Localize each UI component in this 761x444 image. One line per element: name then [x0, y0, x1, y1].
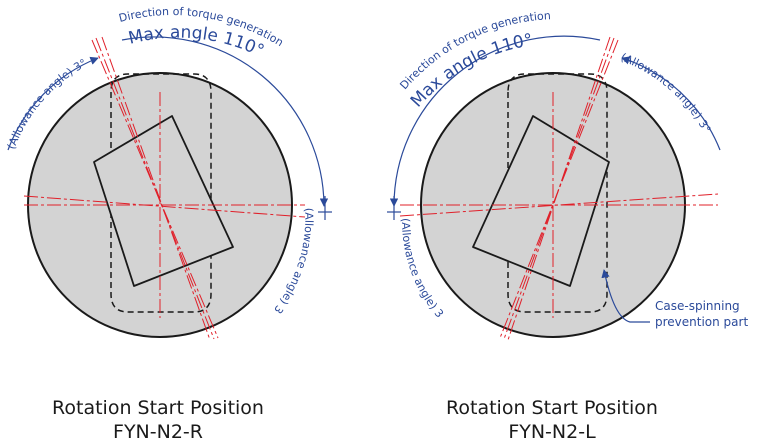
callout-label-line1: Case-spinning	[655, 299, 740, 313]
annotation-arcs	[7, 36, 332, 220]
rotor-shape	[472, 115, 610, 287]
caption-model: FYN-N2-L	[508, 421, 596, 443]
callout-label-line2: prevention part	[655, 315, 748, 329]
caption-fyn-n2-l: Rotation Start Position FYN-N2-L	[402, 396, 702, 444]
centerlines	[23, 36, 306, 341]
rotor-shape	[93, 115, 234, 287]
diagram-fyn-n2-r: Direction of torque generation Max angle…	[0, 0, 332, 341]
case-spinning-prevention-part	[110, 73, 212, 313]
caption-model: FYN-N2-R	[113, 421, 203, 443]
caption-fyn-n2-r: Rotation Start Position FYN-N2-R	[8, 396, 308, 444]
caption-title: Rotation Start Position	[446, 397, 658, 419]
callout-leader	[601, 269, 650, 323]
centerlines	[399, 36, 719, 341]
case-spinning-prevention-part	[507, 73, 608, 313]
annotation-arcs	[387, 35, 721, 323]
caption-title: Rotation Start Position	[52, 397, 264, 419]
